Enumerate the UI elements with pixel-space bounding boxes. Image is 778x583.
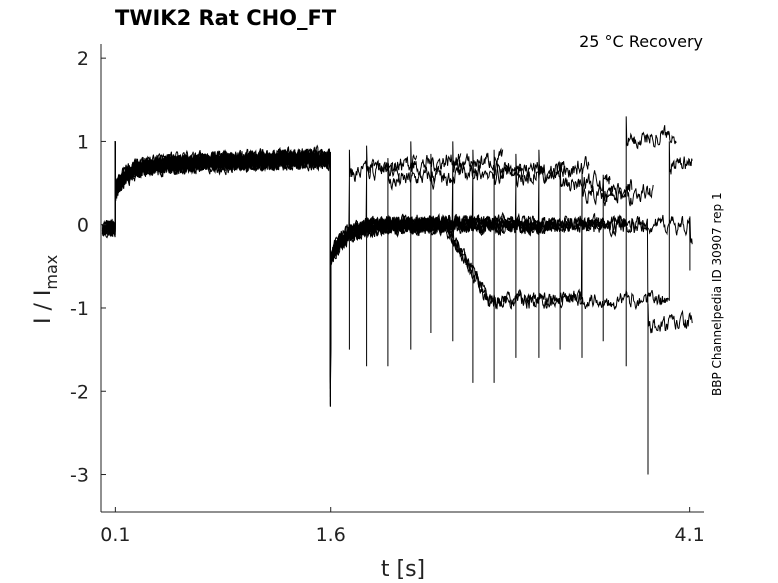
y-label-sub: max — [42, 255, 61, 290]
x-tick-label: 4.1 — [675, 524, 705, 546]
y-tick-label: -3 — [70, 465, 89, 487]
sweep-trace-2 — [101, 141, 418, 381]
sweep-trace-7 — [101, 141, 524, 407]
y-tick-label: 0 — [77, 215, 89, 237]
annotation: 25 °C Recovery — [579, 32, 703, 51]
y-tick-label: -1 — [70, 298, 89, 320]
sweep-trace-3 — [101, 141, 439, 407]
y-axis-label: I / Imax — [31, 255, 61, 324]
sweep-trace-1 — [101, 141, 400, 384]
sweep-trace-14 — [101, 116, 677, 376]
side-label: BBP Channelpedia ID 30907 rep 1 — [710, 192, 724, 396]
y-tick-label: 1 — [77, 131, 89, 153]
sweep-trace-11 — [101, 141, 611, 405]
y-tick-label: -2 — [70, 381, 89, 403]
x-axis-label: t [s] — [381, 557, 425, 582]
y-tick-label: 2 — [77, 48, 89, 70]
sweep-trace-12 — [101, 141, 633, 378]
y-label-main: I / I — [31, 290, 56, 324]
sweep-trace-5 — [101, 141, 482, 407]
x-tick-label: 0.1 — [100, 524, 130, 546]
x-tick-label: 1.6 — [316, 524, 346, 546]
traces — [101, 116, 693, 475]
chart-title: TWIK2 Rat CHO_FT — [115, 6, 337, 30]
ticks: 0.1 1.6 4.1 2 1 0 -1 -2 -3 — [70, 48, 705, 546]
svg-text:I / Imax: I / Imax — [31, 255, 61, 324]
sweep-trace-17 — [101, 141, 693, 377]
sweep-trace-16 — [101, 141, 693, 389]
